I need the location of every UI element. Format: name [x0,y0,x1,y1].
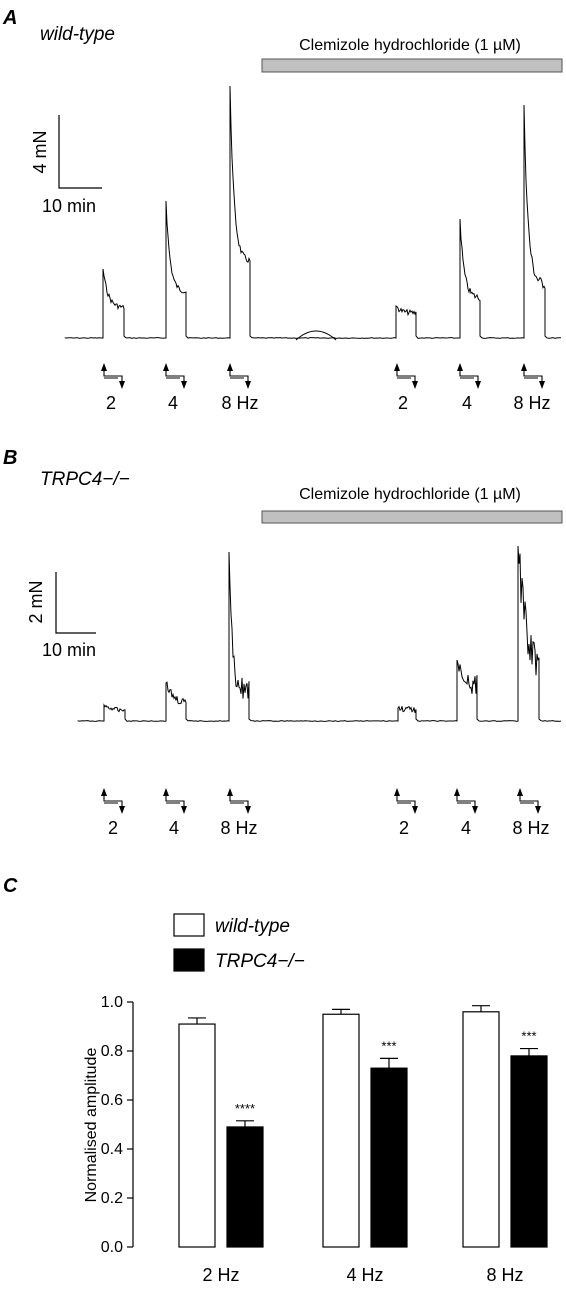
y-tick-label: 0.8 [101,1043,123,1060]
stim-label: 4 [462,393,472,413]
panel-b-scale-bar [55,572,96,634]
bar-wildtype [322,1013,360,1248]
panel-b-drug-bar [261,510,563,524]
bar-chart: 0.0 0.2 0.4 0.6 0.8 1.0 **** 2 Hz *** 4 Hz *** 8 Hz [101,994,548,1285]
panel-c: C wild-type TRPC4−/− Normalised amplitud… [3,875,548,1285]
panel-a-trace-bump [295,330,337,341]
x-category-label: 2 Hz [202,1265,239,1285]
x-category-label: 8 Hz [486,1265,523,1285]
stim-on-off-arrow [521,363,545,389]
y-axis-label: Normalised amplitude [83,1048,100,1203]
y-tick-label: 0.2 [101,1190,123,1207]
stim-label: 8 Hz [221,393,258,413]
panel-b-drug-label: Clemizole hydrochloride (1 µM) [299,486,521,503]
panel-b-genotype: TRPC4−/− [40,469,130,490]
significance-marker: *** [521,1029,536,1044]
panel-c-label: C [3,875,18,897]
significance-marker: *** [381,1038,396,1053]
x-category-label: 4 Hz [346,1265,383,1285]
y-tick-label: 1.0 [101,994,123,1011]
stim-label: 8 Hz [513,393,550,413]
panel-a-scale-bar [58,115,102,189]
stim-label: 4 [169,818,179,838]
panel-a: A wild-type Clemizole hydrochloride (1 µ… [2,7,563,413]
stim-label: 8 Hz [512,818,549,838]
panel-b: B TRPC4−/− Clemizole hydrochloride (1 µM… [3,447,563,838]
stim-label: 8 Hz [220,818,257,838]
y-tick-label: 0.0 [101,1239,123,1256]
stim-on-off-arrow [101,788,125,814]
stim-label: 2 [108,818,118,838]
stim-label: 2 [399,818,409,838]
bar-trpc4 [226,1126,264,1248]
stim-on-off-arrow [101,363,125,389]
stim-on-off-arrow [163,363,187,389]
stim-on-off-arrow [163,788,187,814]
panel-b-scale-y-label: 2 mN [26,580,46,623]
bar-wildtype [462,1011,500,1248]
stim-on-off-arrow [457,363,481,389]
panel-a-drug-label: Clemizole hydrochloride (1 µM) [299,37,521,54]
stim-on-off-arrow [394,788,418,814]
panel-a-force-trace [64,85,562,339]
stim-on-off-arrow [227,788,251,814]
panel-b-scale-x-label: 10 min [42,640,96,660]
legend-label-trpc4: TRPC4−/− [215,951,305,972]
panel-a-scale-y-label: 4 mN [30,130,50,173]
stim-label: 2 [106,393,116,413]
y-tick-label: 0.6 [101,1092,123,1109]
y-tick-label: 0.4 [101,1141,123,1158]
panel-b-label: B [3,447,17,469]
legend-swatch-wildtype [173,913,205,937]
panel-b-force-trace [77,545,562,722]
bar-trpc4 [510,1055,548,1248]
stim-label: 4 [461,818,471,838]
panel-a-label: A [2,7,17,29]
panel-b-stim-labels: 2 4 8 Hz 2 4 8 Hz [108,818,550,838]
significance-marker: **** [235,1101,255,1116]
panel-a-stimulation-markers [101,363,545,389]
panel-a-drug-bar [261,58,563,73]
panel-b-stimulation-markers [101,788,541,814]
bar-trpc4 [370,1067,408,1248]
stim-on-off-arrow [454,788,478,814]
stim-label: 4 [168,393,178,413]
stim-on-off-arrow [517,788,541,814]
legend-swatch-trpc4 [173,948,205,972]
chart-legend: wild-type TRPC4−/− [173,913,305,972]
panel-a-stim-labels: 2 4 8 Hz 2 4 8 Hz [106,393,551,413]
bar-wildtype [178,1023,216,1248]
panel-a-genotype: wild-type [40,24,115,45]
stim-label: 2 [398,393,408,413]
stim-on-off-arrow [227,363,251,389]
panel-a-scale-x-label: 10 min [42,196,96,216]
legend-label-wildtype: wild-type [215,916,290,937]
stim-on-off-arrow [394,363,418,389]
